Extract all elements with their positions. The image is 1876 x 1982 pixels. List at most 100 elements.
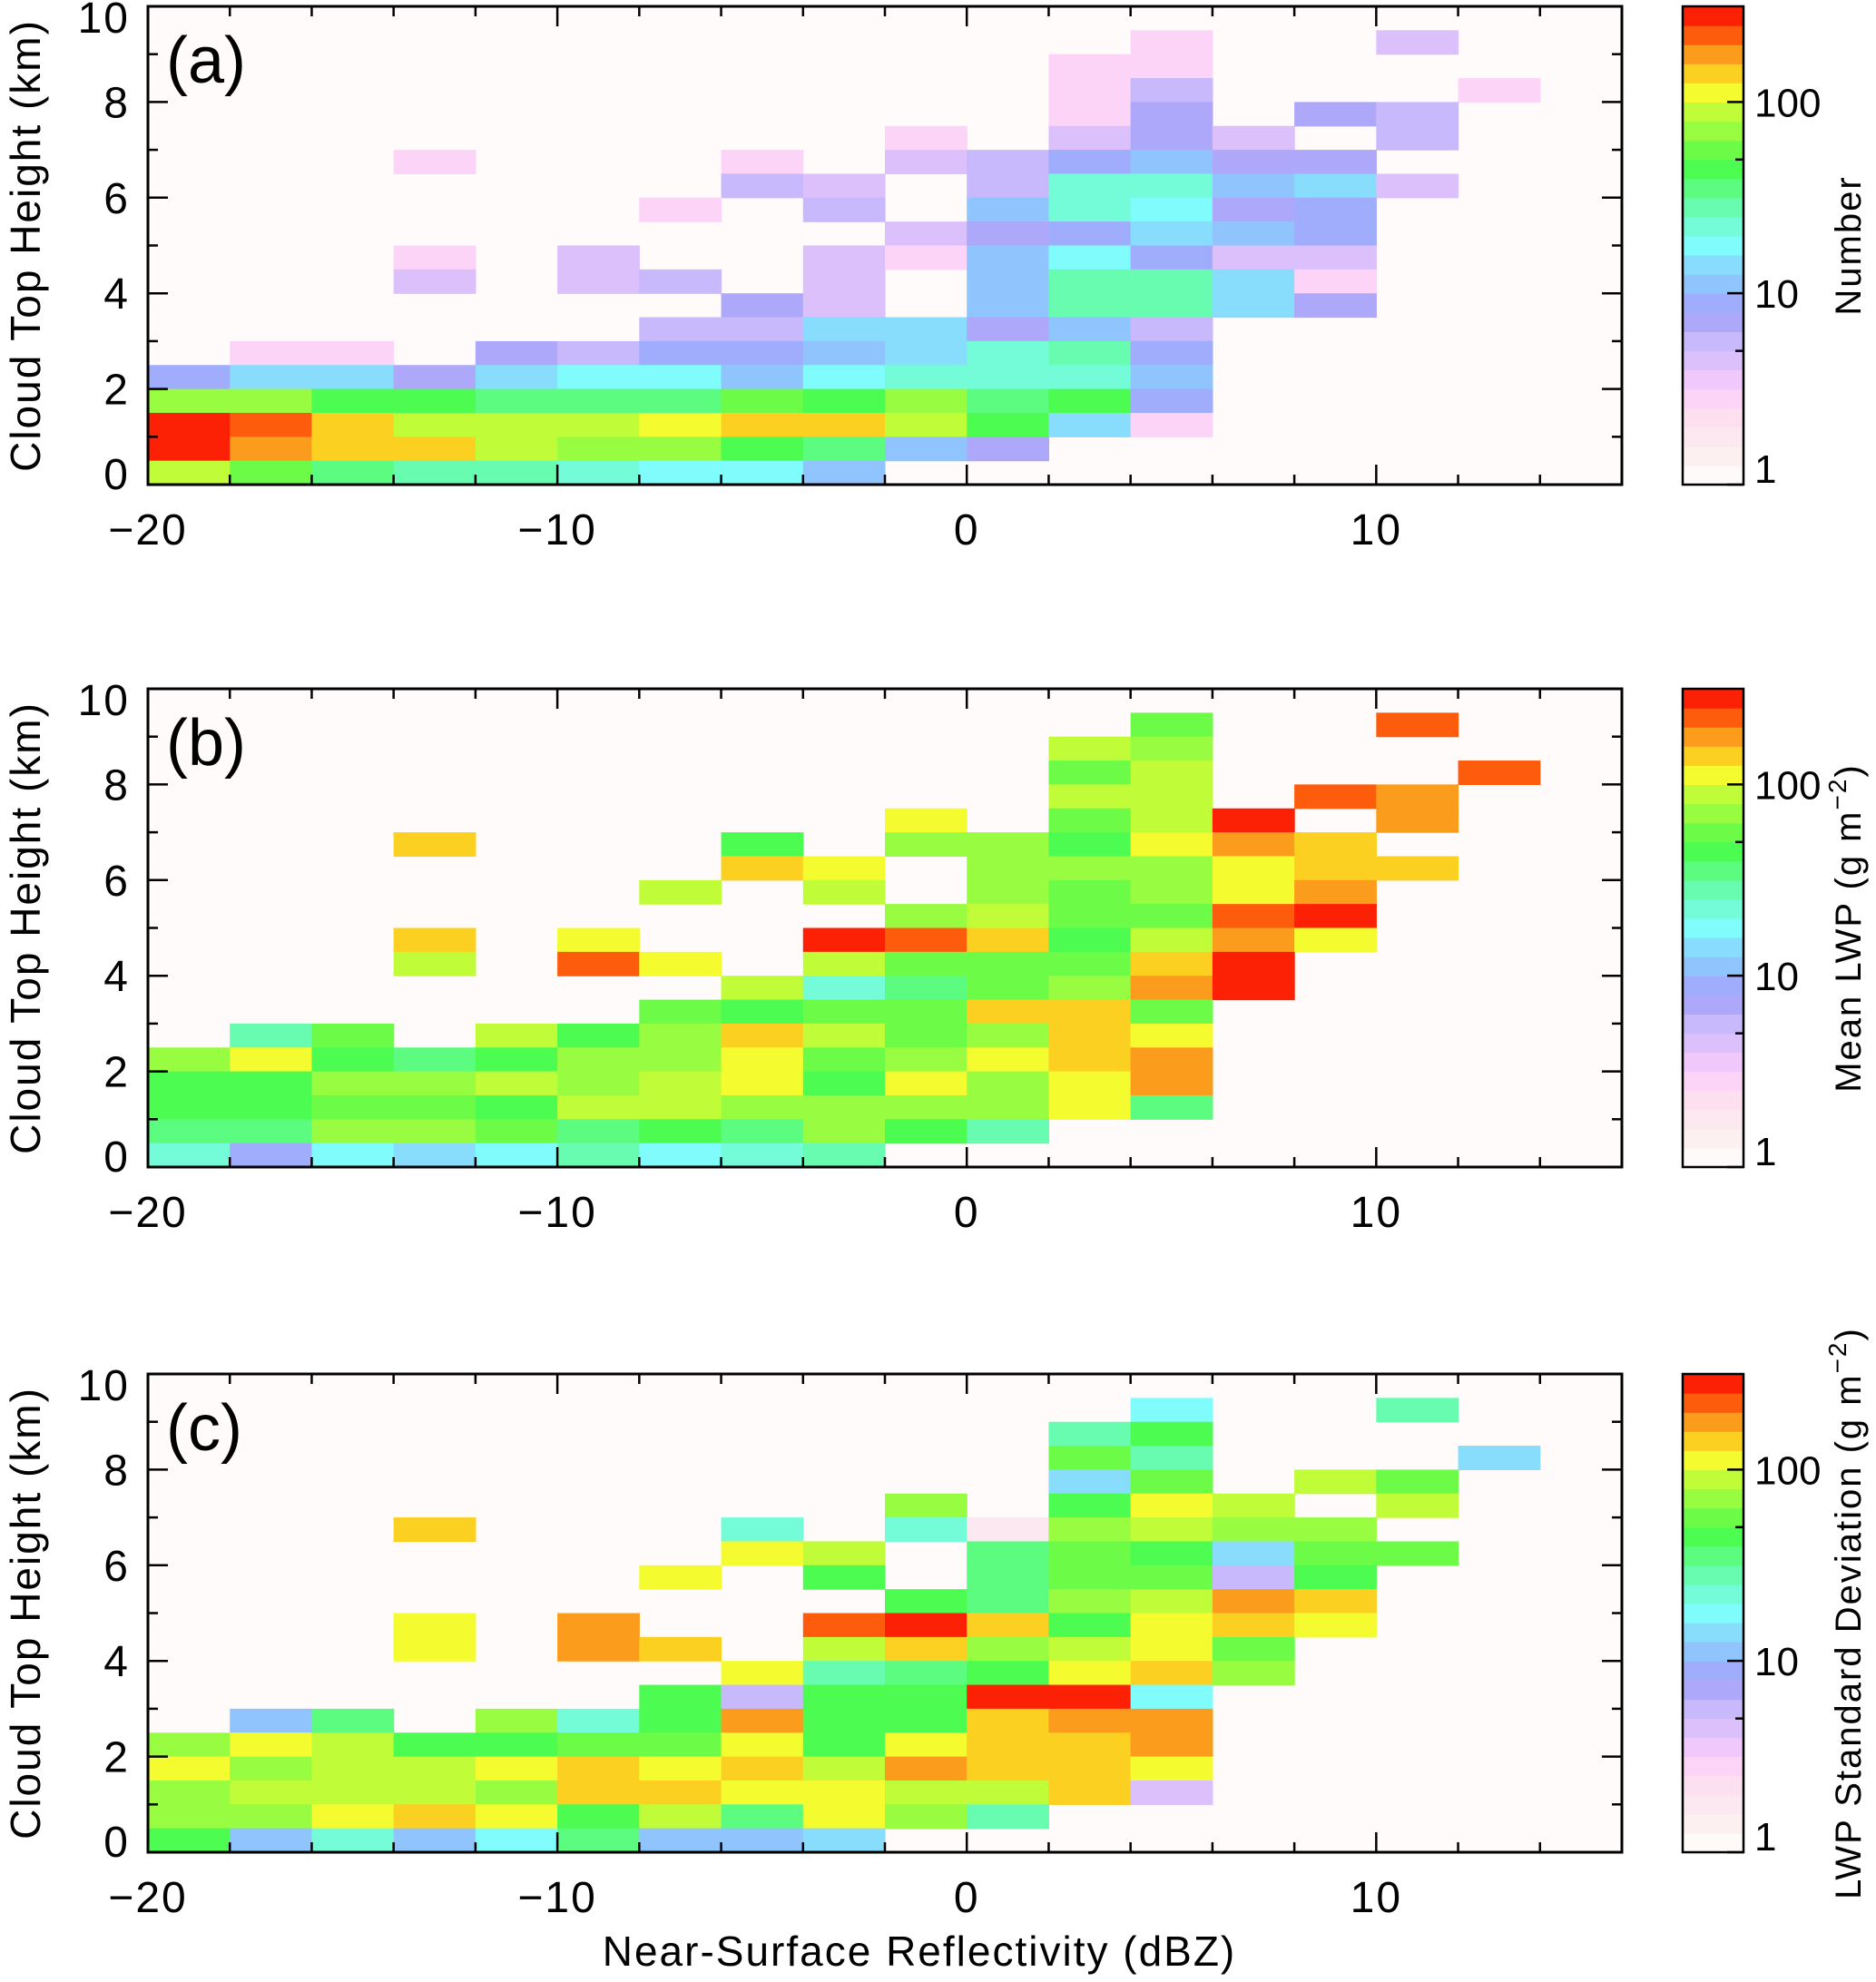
heatmap-cell: [475, 340, 558, 366]
heatmap-cell: [967, 1119, 1050, 1144]
heatmap-cell: [557, 1756, 640, 1781]
heatmap-cell: [967, 245, 1050, 270]
heatmap-cell: [393, 460, 476, 486]
y-tick-label: 10: [78, 1362, 130, 1410]
heatmap-cell: [475, 1732, 558, 1758]
heatmap-cell: [1048, 317, 1132, 342]
heatmap-cell: [1130, 317, 1213, 342]
colorbar: 1 10 100 LWP Standard Deviation (g m−2): [1681, 1327, 1869, 1899]
heatmap-cell: [475, 1119, 558, 1144]
heatmap-cell: [311, 1804, 395, 1830]
heatmap-cell: [1130, 1493, 1213, 1518]
heatmap-cell: [802, 1828, 886, 1853]
heatmap-cell: [885, 412, 967, 437]
heatmap-cell: [1048, 1756, 1132, 1781]
colorbar-tick-label: 10: [1754, 1640, 1799, 1684]
heatmap-cell: [1048, 927, 1132, 953]
heatmap-cell: [311, 1780, 395, 1805]
heatmap-cell: [1294, 1613, 1377, 1638]
heatmap-cell: [1294, 1541, 1377, 1566]
heatmap-cell: [1294, 1517, 1377, 1543]
y-tick-label: 4: [103, 270, 130, 319]
heatmap-cell: [1048, 365, 1132, 390]
heatmap-cell: [393, 437, 476, 462]
colorbar-band: [1683, 1033, 1743, 1054]
colorbar-title-superscript: −2: [1823, 1340, 1851, 1373]
heatmap-cell: [311, 1023, 395, 1048]
colorbar-band: [1683, 64, 1743, 83]
heatmap-cell: [721, 340, 804, 366]
colorbar-band: [1683, 841, 1743, 862]
heatmap-cell: [639, 1094, 722, 1120]
heatmap-cell: [230, 1119, 313, 1144]
colorbar-band: [1683, 1832, 1743, 1853]
heatmap-cell: [1048, 808, 1132, 833]
heatmap-cell: [311, 1732, 395, 1758]
colorbar-band: [1683, 121, 1743, 142]
x-tick-label: −20: [108, 1874, 187, 1922]
heatmap-cell: [885, 1517, 967, 1543]
x-tick-label: 0: [954, 1874, 980, 1922]
heatmap-cell: [557, 1047, 640, 1073]
colorbar-band: [1683, 178, 1743, 199]
heatmap-cell: [639, 460, 722, 486]
heatmap-cell: [639, 1143, 722, 1168]
heatmap-cell: [721, 150, 804, 175]
heatmap-cell: [802, 1661, 886, 1686]
heatmap-cell: [967, 1071, 1050, 1096]
heatmap-cell: [802, 1684, 886, 1710]
heatmap-cell: [1048, 54, 1132, 79]
heatmap-cell: [1294, 1469, 1377, 1495]
heatmap-cell: [1130, 1565, 1213, 1590]
y-tick-label: 2: [103, 1049, 130, 1097]
heatmap-cell: [1048, 1023, 1132, 1048]
heatmap-cell: [475, 1143, 558, 1168]
heatmap-cell: [148, 1780, 231, 1805]
heatmap-cell: [885, 1071, 967, 1096]
heatmap-cell: [967, 1541, 1050, 1566]
heatmap-cell: [1212, 1565, 1295, 1590]
heatmap-cell: [1048, 221, 1132, 247]
colorbar-band: [1683, 917, 1743, 938]
x-tick-label: 10: [1351, 1189, 1402, 1237]
heatmap-cell: [1048, 125, 1132, 151]
colorbar-band: [1683, 25, 1743, 45]
colorbar: 1 10 100 Number: [1681, 5, 1869, 492]
colorbar-tick-label: 1: [1754, 447, 1776, 492]
colorbar-band: [1683, 216, 1743, 237]
colorbar-band: [1683, 159, 1743, 180]
heatmap-cell: [1212, 951, 1295, 976]
heatmap-cell: [393, 1756, 476, 1781]
heatmap-cell: [639, 1047, 722, 1073]
heatmap-cell: [1130, 221, 1213, 247]
heatmap-cell: [311, 1143, 395, 1168]
heatmap-cell: [1130, 1541, 1213, 1566]
heatmap-cell: [1212, 173, 1295, 199]
heatmap-cell: [967, 365, 1050, 390]
colorbar-band: [1683, 1128, 1743, 1149]
heatmap-cell: [885, 1780, 967, 1805]
heatmap-cell: [475, 1094, 558, 1120]
colorbar-band: [1683, 746, 1743, 766]
colorbar-tick-label: 100: [1754, 81, 1821, 125]
heatmap-cell: [885, 832, 967, 858]
heatmap-cell: [1212, 927, 1295, 953]
heatmap-cell: [1376, 1493, 1459, 1518]
heatmap-cell: [1048, 388, 1132, 414]
heatmap-cell: [885, 1613, 967, 1638]
heatmap-cell: [1130, 736, 1213, 761]
heatmap-cell: [885, 1732, 967, 1758]
heatmap-cell: [721, 412, 804, 437]
heatmap-cell: [475, 1708, 558, 1733]
heatmap-cell: [967, 1732, 1050, 1758]
heatmap-cell: [1048, 1047, 1132, 1073]
heatmap-cell: [475, 1071, 558, 1096]
heatmap-cell: [393, 1119, 476, 1144]
heatmap-cell: [1130, 1613, 1213, 1638]
colorbar-band: [1683, 1718, 1743, 1739]
y-tick-label: 8: [103, 761, 130, 809]
heatmap-cell: [885, 365, 967, 390]
heatmap-cell: [1376, 808, 1459, 833]
colorbar-band: [1683, 1737, 1743, 1758]
heatmap-cell: [230, 1708, 313, 1733]
